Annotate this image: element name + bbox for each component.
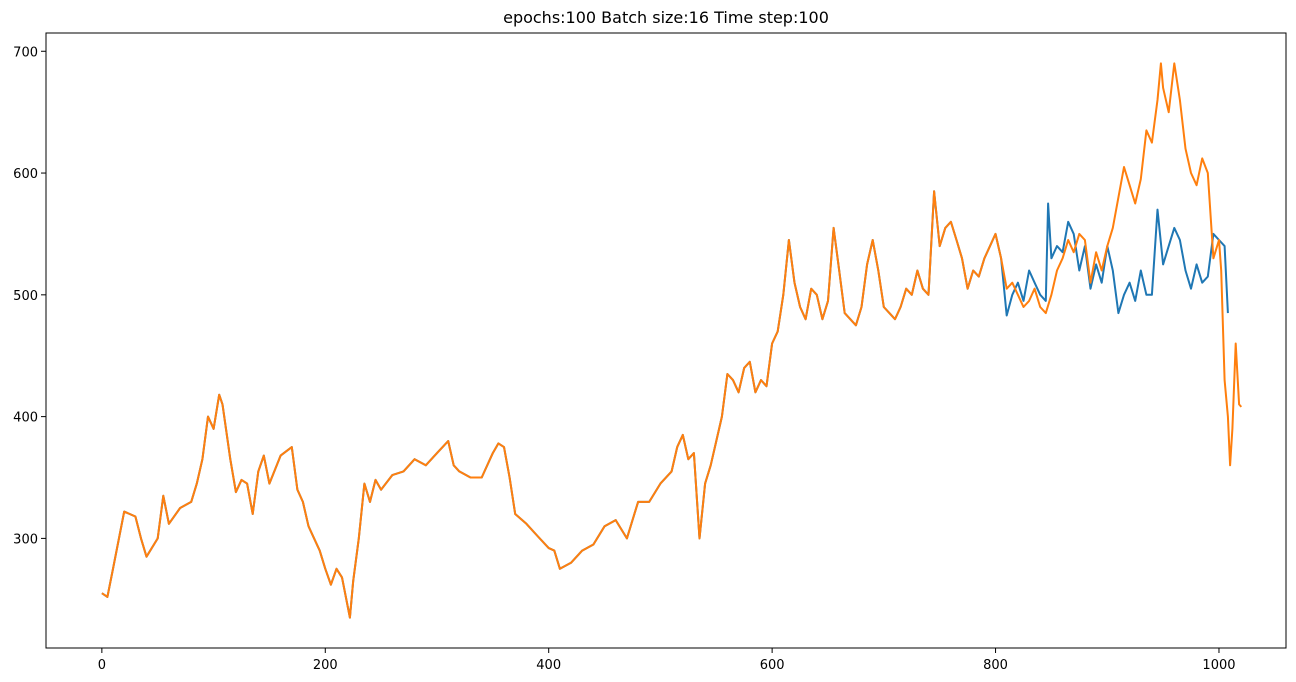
- y-tick-label: 400: [13, 411, 38, 426]
- x-tick-label: 600: [760, 658, 785, 673]
- x-tick-label: 1000: [1202, 658, 1235, 673]
- x-tick-label: 200: [313, 658, 338, 673]
- x-tick-label: 0: [98, 658, 106, 673]
- chart-title: epochs:100 Batch size:16 Time step:100: [503, 8, 829, 27]
- series-line-2: [101, 62, 1243, 619]
- x-tick-label: 800: [983, 658, 1008, 673]
- plot-frame: [45, 32, 1287, 649]
- axis-layer: 0 200 400 600 800 1000 300 400 500 600 700: [13, 45, 1235, 673]
- y-tick-label: 600: [13, 167, 38, 182]
- y-tick-label: 500: [13, 289, 38, 304]
- series-line-1: [101, 190, 1229, 619]
- y-tick-label: 700: [13, 45, 38, 60]
- series-layer: [101, 62, 1243, 619]
- y-tick-label: 300: [13, 532, 38, 547]
- x-tick-label: 400: [536, 658, 561, 673]
